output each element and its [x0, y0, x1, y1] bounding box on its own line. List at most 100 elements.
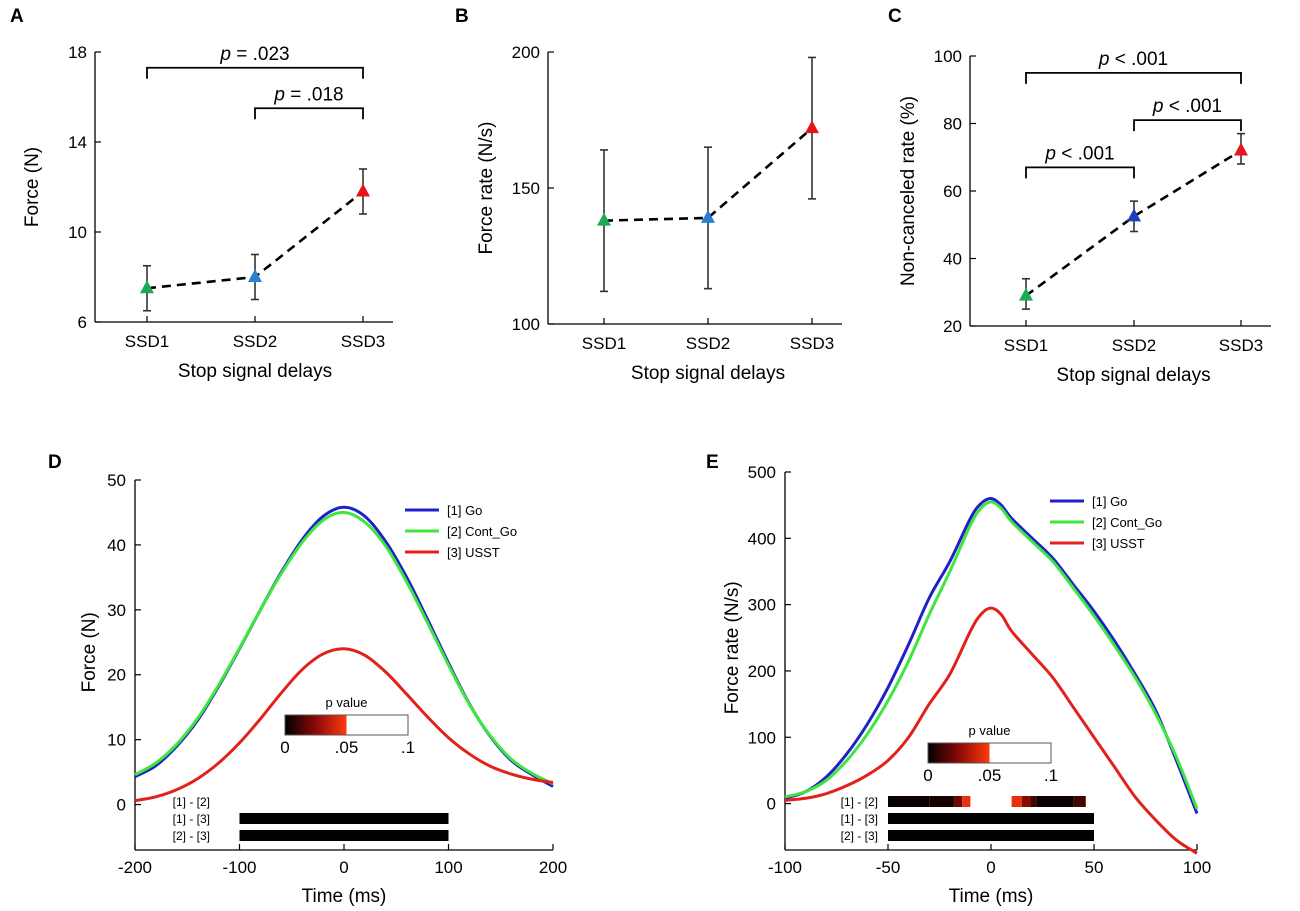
chart-d-colorbar-tick: .05	[335, 738, 359, 757]
chart-a-sig-label: p = .023	[219, 44, 289, 65]
chart-c-sig-value: < .001	[1056, 143, 1115, 164]
chart-c-sig-label: p < .001	[1152, 96, 1222, 117]
chart-force-rate-timecourse: 0 100 200 300 400 500 -100 -50 0 50 100 Time (ms) Fo…	[722, 463, 1211, 907]
panel-letter-e: E	[706, 452, 719, 473]
chart-c-x-tick-label: SSD1	[1004, 336, 1048, 355]
chart-d-sig-segment	[239, 830, 449, 841]
chart-d-y-tick-label: 20	[107, 666, 126, 685]
chart-b-point-ssd1	[597, 212, 611, 226]
chart-a-x-axis-label: Stop signal delays	[178, 361, 332, 382]
chart-a-y-tick-label: 10	[68, 223, 87, 242]
chart-e-sig-segment	[888, 796, 930, 807]
chart-d-y-tick-label: 10	[107, 731, 126, 750]
chart-c-y-tick-label: 60	[943, 182, 962, 201]
chart-force-by-ssd: 6 10 14 18 SSD1 SSD2 SSD3 Stop signal delays For…	[22, 43, 393, 382]
chart-b-y-tick-label: 150	[512, 179, 540, 198]
chart-d-sig-segment	[239, 813, 449, 824]
chart-a-point-ssd1	[140, 280, 154, 294]
chart-b-y-tick-label: 200	[512, 43, 540, 62]
chart-c-y-tick-label: 100	[934, 47, 962, 66]
chart-d-legend-label: [1] Go	[447, 503, 482, 518]
chart-e-sig-segment	[929, 796, 954, 807]
panel-letter-d: D	[48, 452, 62, 473]
panel-letter-a: A	[10, 6, 24, 27]
chart-b-point-ssd3	[805, 120, 819, 134]
chart-force-timecourse: 0 10 20 30 40 50 -200 -100 0 100 200 Time (ms) Force…	[79, 471, 567, 907]
chart-d-legend-label: [2] Cont_Go	[447, 524, 517, 539]
chart-e-y-tick-label: 100	[748, 728, 776, 747]
chart-b-x-tick-label: SSD2	[686, 334, 730, 353]
chart-a-sig-p: p	[219, 44, 231, 65]
chart-c-sig-bracket	[1025, 71, 1242, 84]
chart-b-trend-line	[603, 127, 813, 222]
chart-d-sig-row-label: [1] - [2]	[173, 795, 210, 809]
chart-d-legend-label: [3] USST	[447, 545, 500, 560]
chart-a-sig-value: = .018	[285, 84, 344, 105]
chart-c-point-ssd3	[1234, 142, 1248, 156]
chart-e-colorbar-tick: .1	[1044, 766, 1058, 785]
chart-d-colorbar	[284, 714, 409, 736]
chart-c-sig-value: < .001	[1109, 49, 1168, 70]
chart-e-y-tick-label: 200	[748, 662, 776, 681]
chart-a-x-tick-label: SSD3	[341, 332, 385, 351]
chart-e-sig-segment	[888, 830, 1094, 841]
chart-d-colorbar-tick: 0	[280, 738, 289, 757]
chart-b-x-axis-label: Stop signal delays	[631, 363, 785, 384]
chart-a-sig-bracket	[146, 66, 364, 79]
chart-a-point-ssd3	[356, 183, 370, 197]
chart-c-trend-line	[1025, 149, 1242, 297]
chart-e-sig-segment	[1011, 796, 1022, 807]
chart-a-x-tick-label: SSD2	[233, 332, 277, 351]
chart-c-sig-label: p < .001	[1044, 143, 1114, 164]
chart-e-sig-segment	[1021, 796, 1031, 807]
chart-b-x-tick-label: SSD3	[790, 334, 834, 353]
chart-c-y-tick-label: 80	[943, 115, 962, 134]
chart-d-series-cont-go	[134, 510, 554, 786]
chart-force-rate-by-ssd: 100 150 200 SSD1 SSD2 SSD3 Stop signal delays F…	[476, 43, 842, 384]
chart-e-x-tick-label: -100	[768, 858, 802, 877]
chart-d-x-tick-label: -100	[222, 858, 256, 877]
chart-e-sig-row-label: [1] - [2]	[841, 795, 878, 809]
chart-e-sig-segment	[962, 796, 971, 807]
chart-d-y-tick-label: 50	[107, 471, 126, 490]
chart-e-x-tick-label: 0	[986, 858, 995, 877]
chart-c-sig-value: < .001	[1163, 96, 1222, 117]
chart-e-series-cont-go	[784, 500, 1199, 810]
chart-c-point-ssd2	[1127, 208, 1141, 222]
chart-d-colorbar-tick: .1	[401, 738, 415, 757]
chart-e-x-tick-label: 100	[1183, 858, 1211, 877]
chart-b-y-tick-label: 100	[512, 315, 540, 334]
chart-a-y-axis-label: Force (N)	[22, 147, 43, 227]
chart-e-sig-segment	[953, 796, 963, 807]
chart-e-y-axis-label: Force rate (N/s)	[722, 581, 743, 714]
chart-a-sig-value: = .023	[231, 44, 290, 65]
panel-letter-b: B	[455, 6, 469, 27]
chart-c-y-tick-label: 40	[943, 250, 962, 269]
chart-d-series-usst	[134, 647, 554, 803]
chart-a-point-ssd2	[248, 269, 262, 282]
chart-c-y-axis-label: Non-canceled rate (%)	[898, 96, 919, 286]
chart-a-y-tick-label: 14	[68, 133, 87, 152]
chart-c-sig-bracket	[1133, 119, 1242, 132]
chart-a-sig-p: p	[273, 84, 285, 105]
chart-d-y-tick-label: 40	[107, 536, 126, 555]
chart-e-y-tick-label: 500	[748, 463, 776, 482]
chart-c-x-axis-label: Stop signal delays	[1056, 365, 1210, 386]
chart-d-x-tick-label: 200	[539, 858, 567, 877]
chart-c-sig-p: p	[1152, 96, 1164, 117]
chart-d-y-tick-label: 0	[117, 796, 126, 815]
chart-e-legend-label: [1] Go	[1092, 494, 1127, 509]
chart-e-colorbar-tick: .05	[978, 766, 1002, 785]
chart-c-x-tick-label: SSD3	[1219, 336, 1263, 355]
chart-b-point-ssd2	[701, 209, 715, 223]
chart-e-legend-label: [3] USST	[1092, 536, 1145, 551]
chart-e-sig-segment	[888, 813, 1094, 824]
chart-e-colorbar	[927, 742, 1052, 764]
chart-e-sig-segment	[1030, 796, 1037, 807]
chart-d-x-tick-label: 0	[339, 858, 348, 877]
chart-d-x-tick-label: -200	[118, 858, 152, 877]
chart-e-x-tick-label: 50	[1085, 858, 1104, 877]
chart-d-sig-row-label: [1] - [3]	[173, 812, 210, 826]
chart-d-y-tick-label: 30	[107, 601, 126, 620]
